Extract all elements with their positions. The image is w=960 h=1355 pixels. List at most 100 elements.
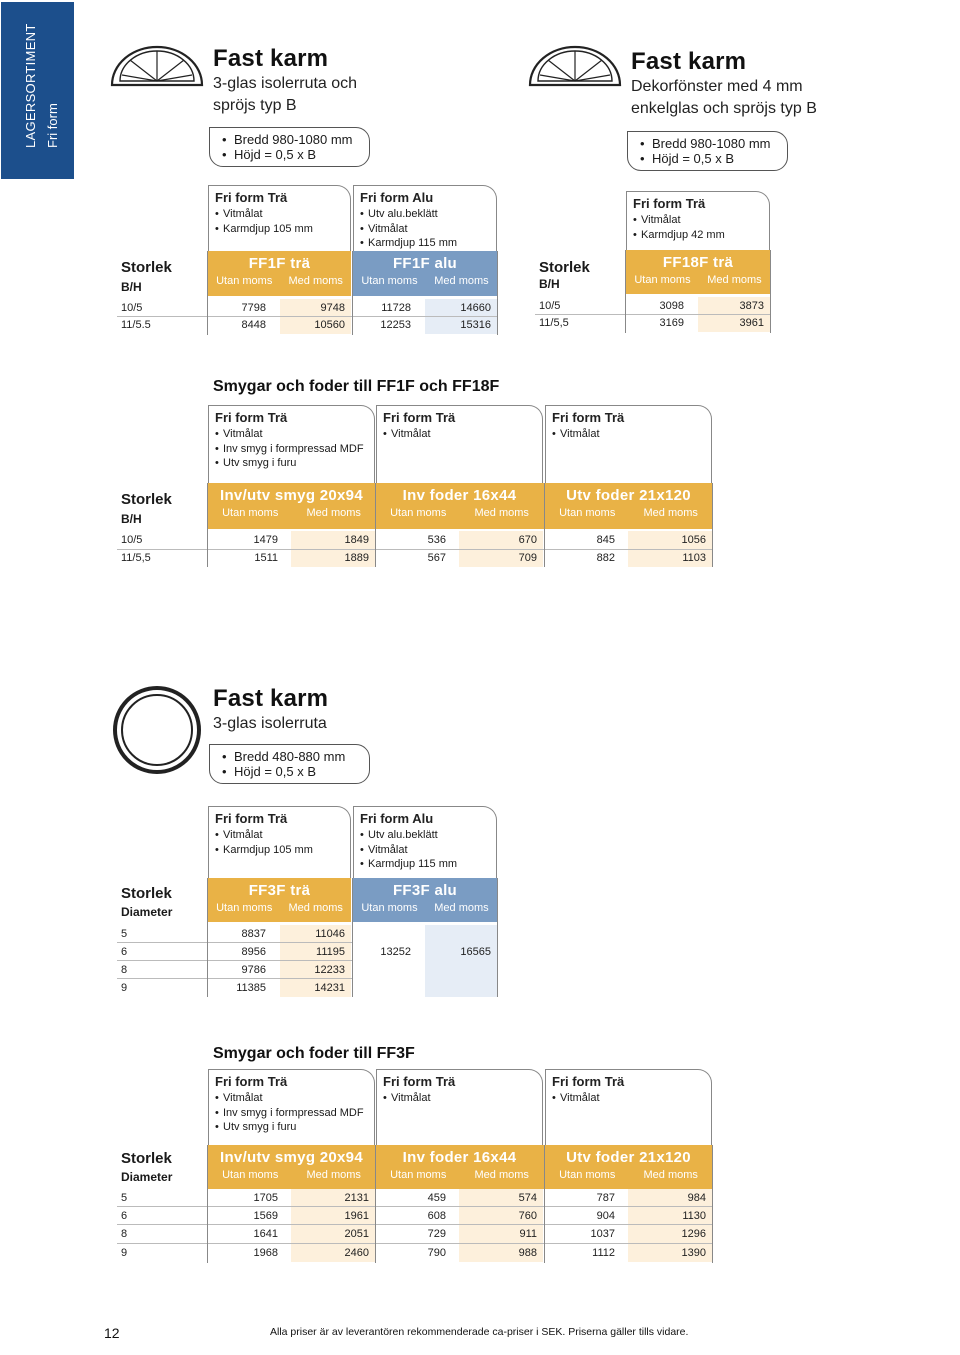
spec-card-title: Fri form Trä — [215, 811, 288, 826]
size-unit-label: B/H — [121, 280, 142, 294]
dimension-width: Bredd 980-1080 mm — [640, 136, 777, 151]
price-cell: 16565 — [425, 925, 497, 997]
size-value: 9 — [121, 1247, 128, 1259]
spec-line: Vitmålat — [215, 207, 344, 222]
size-unit-label: B/H — [121, 512, 142, 526]
product-title: Fast karm — [631, 48, 747, 75]
price-cell: 1641 — [253, 1228, 278, 1240]
size-value: 5 — [121, 928, 128, 940]
column-divider — [375, 1145, 376, 1263]
spec-line: Inv smyg i formpressad MDF — [215, 1106, 368, 1121]
product-subtitle: enkelglas och spröjs typ B — [631, 100, 817, 117]
spec-line: Karmdjup 115 mm — [360, 236, 490, 251]
column-divider — [207, 483, 208, 567]
spec-card-title: Fri form Alu — [360, 190, 434, 205]
price-cell: 7798 — [241, 302, 266, 314]
spec-line: Inv smyg i formpressad MDF — [215, 442, 368, 457]
size-value: 11/5,5 — [121, 552, 151, 564]
excl-vat-label: Utan moms — [216, 902, 273, 914]
size-value: 6 — [121, 1210, 128, 1222]
price-cell: 11046 — [280, 925, 351, 943]
price-header: Inv foder 16x44 Utan moms Med moms — [376, 483, 543, 529]
section-title: Smygar och foder till FF1F och FF18F — [213, 378, 500, 395]
column-divider — [770, 250, 771, 333]
price-cell: 8837 — [241, 928, 266, 940]
price-cell: 760 — [459, 1207, 543, 1225]
column-divider — [712, 1145, 713, 1263]
price-cell: 536 — [427, 534, 446, 546]
incl-vat-label: Med moms — [306, 507, 361, 519]
product-title: Fast karm — [213, 45, 329, 72]
price-cell: 12253 — [380, 319, 411, 331]
spec-card: Fri form Trä Vitmålat — [545, 1069, 712, 1145]
price-header-accessories — [208, 1145, 712, 1189]
price-cell: 988 — [459, 1244, 543, 1262]
product-subtitle: 3-glas isolerruta — [213, 715, 327, 732]
incl-vat-label: Med moms — [474, 1169, 529, 1181]
excl-vat-label: Utan moms — [390, 1169, 447, 1181]
price-cell: 2131 — [291, 1189, 375, 1207]
spec-card-title: Fri form Trä — [633, 196, 706, 211]
price-cell: 9786 — [241, 964, 266, 976]
spec-line: Vitmålat — [552, 427, 705, 442]
price-cell: 729 — [427, 1228, 446, 1240]
price-cell: 1889 — [291, 549, 375, 567]
dimension-width: Bredd 980-1080 mm — [222, 132, 359, 147]
dimension-info: Bredd 980-1080 mm Höjd = 0,5 x B — [627, 131, 788, 171]
column-divider — [207, 878, 208, 997]
price-header-title: Utv foder 21x120 — [566, 1149, 691, 1166]
column-divider — [625, 250, 626, 333]
incl-vat-label: Med moms — [288, 902, 343, 914]
page-number: 12 — [104, 1325, 120, 1341]
column-divider — [497, 251, 498, 335]
price-header-title: Inv/utv smyg 20x94 — [220, 487, 363, 504]
row-divider — [535, 314, 770, 315]
spec-line: Vitmålat — [215, 427, 368, 442]
spec-line: Utv alu.beklätt — [360, 207, 490, 222]
spec-card: Fri form Trä Vitmålat — [545, 405, 712, 483]
size-value: 6 — [121, 946, 128, 958]
price-cell: 670 — [459, 531, 543, 549]
price-value: 13252 — [380, 946, 411, 958]
spec-line: Vitmålat — [215, 828, 344, 843]
price-header: Inv foder 16x44 Utan moms Med moms — [376, 1145, 543, 1189]
spec-card-title: Fri form Trä — [383, 1074, 456, 1089]
half-round-window-icon — [528, 45, 622, 87]
size-value: 8 — [121, 1228, 128, 1240]
size-unit-label: Diameter — [121, 905, 173, 919]
incl-vat-label: Med moms — [643, 507, 698, 519]
size-unit-label: Diameter — [121, 1170, 173, 1184]
price-header-alu: FF1F alu Utan moms Med moms — [353, 251, 497, 296]
spec-card: Fri form Trä Vitmålat — [376, 1069, 543, 1145]
spec-line: Karmdjup 42 mm — [633, 228, 763, 243]
price-cell: 8956 — [241, 946, 266, 958]
column-divider — [497, 878, 498, 997]
spec-card-title: Fri form Trä — [215, 1074, 288, 1089]
size-value: 10/5 — [539, 300, 561, 312]
spec-card: Fri form Trä Vitmålat Inv smyg i formpre… — [208, 1069, 375, 1145]
price-header-title: Inv/utv smyg 20x94 — [220, 1149, 363, 1166]
size-value: 10/5 — [121, 534, 143, 546]
price-cell: 2051 — [291, 1225, 375, 1243]
price-cell: 11385 — [236, 982, 266, 994]
price-cell: 567 — [427, 552, 446, 564]
spec-line: Vitmålat — [360, 222, 490, 237]
size-value: 11/5.5 — [121, 319, 151, 331]
price-header-tra: FF1F trä Utan moms Med moms — [208, 251, 351, 296]
incl-vat-label: Med moms — [434, 275, 489, 287]
size-label: Storlek — [121, 259, 172, 276]
price-cell: 1296 — [628, 1225, 712, 1243]
dimension-info: Bredd 980-1080 mm Höjd = 0,5 x B — [209, 127, 370, 167]
price-cell: 608 — [427, 1210, 446, 1222]
price-header: Utv foder 21x120 Utan moms Med moms — [545, 483, 712, 529]
price-cell: 984 — [628, 1189, 712, 1207]
price-cell: 911 — [459, 1225, 543, 1243]
row-divider — [117, 549, 712, 550]
price-cell: 1037 — [590, 1228, 615, 1240]
price-header-title: FF3F alu — [392, 882, 458, 899]
excl-vat-label: Utan moms — [222, 507, 279, 519]
price-cell: 1705 — [253, 1192, 278, 1204]
price-cell: 10560 — [280, 316, 351, 334]
column-divider — [544, 1145, 545, 1263]
spec-card-tra: Fri form Trä Vitmålat Karmdjup 105 mm — [208, 185, 351, 251]
